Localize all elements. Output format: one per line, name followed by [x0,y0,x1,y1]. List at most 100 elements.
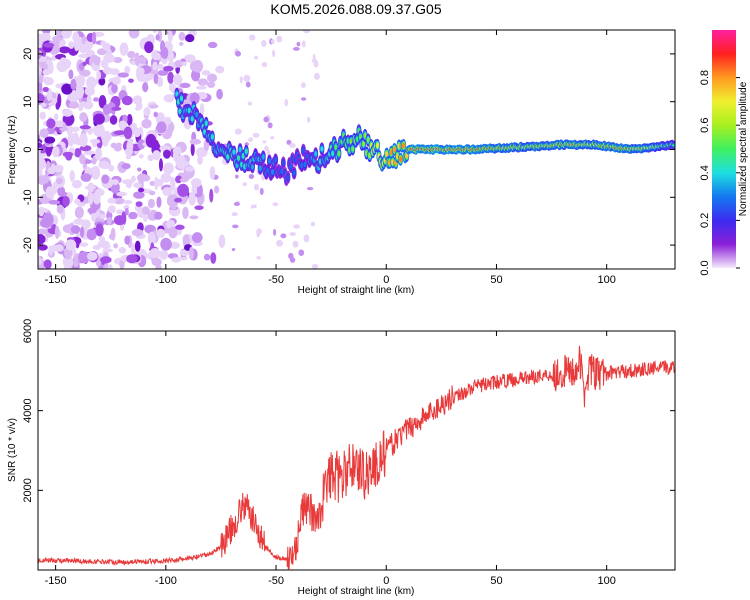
noise-blob [147,198,155,209]
noise-blob [128,211,138,220]
noise-blob [296,41,301,47]
noise-blob [184,54,196,63]
ridge-core [392,146,397,153]
noise-blob [135,67,145,76]
noise-blob [163,116,172,125]
noise-blob [79,101,88,108]
noise-blob [78,251,90,264]
noise-blob [247,101,253,106]
ridge-core [204,120,208,127]
noise-blob [262,140,267,144]
noise-blob [79,133,88,147]
noise-blob [151,52,161,61]
noise-blob [215,65,225,74]
noise-blob [144,41,154,54]
snr-y-tick-label: 6000 [22,319,34,343]
ridge-core [301,147,305,154]
ridge-core [274,157,278,163]
noise-blob [195,85,207,90]
noise-blob [100,40,107,47]
noise-blob [123,200,133,205]
ridge-core [289,163,293,170]
ridge-core [232,149,236,155]
ridge-core [314,150,318,157]
noise-blob [273,228,277,236]
noise-blob [91,31,97,45]
noise-blob [142,82,149,93]
noise-blob [71,180,83,189]
noise-blob [158,158,163,172]
noise-blob [169,241,181,249]
snr-y-axis-label: SNR (10 * v/v) [7,418,18,482]
noise-blob [168,226,178,239]
noise-blob [98,95,107,109]
noise-blob [302,40,306,48]
noise-blob [111,179,119,185]
noise-blob [89,138,101,144]
noise-blob [298,249,305,256]
noise-blob [86,251,98,261]
noise-blob [206,73,218,83]
ridge-core [398,156,403,163]
noise-blob [250,204,255,209]
noise-blob [261,40,267,47]
noise-blob [135,201,143,207]
noise-blob [69,170,75,182]
noise-blob [101,174,110,184]
noise-blob [206,81,216,88]
ridge-core [190,116,194,122]
noise-blob [151,257,162,267]
noise-blob [55,83,63,89]
noise-blob [133,127,142,138]
noise-blob [130,175,136,183]
noise-blob [209,188,214,203]
noise-blob [68,126,74,134]
noise-blob [157,63,164,70]
noise-blob [172,146,182,156]
ridge-core [178,108,182,115]
noise-blob [43,42,55,48]
noise-blob [65,239,77,251]
noise-blob [93,97,99,102]
colorbar-label: Normalized spectral amplitude [738,81,749,216]
noise-blob [93,191,101,205]
noise-blob [128,78,134,83]
colorbar-ticks: 0.0 0.2 0.4 0.6 0.8 [699,70,740,276]
noise-blob [54,113,59,121]
noise-blob [44,136,56,144]
noise-blob [51,223,56,230]
noise-blob [162,187,173,197]
noise-blob [207,41,218,49]
noise-blob [80,219,91,230]
ridge-core [672,144,675,147]
noise-blob [59,127,68,132]
noise-blob [313,72,320,80]
spectrogram-x-tick-label: 100 [597,274,615,286]
noise-blob [218,234,226,249]
noise-blob [38,66,42,75]
noise-blob [63,265,70,269]
noise-blob [175,175,183,184]
noise-blob [82,61,87,66]
noise-blob [284,98,289,107]
noise-blob [149,180,156,186]
noise-blob [209,166,216,180]
noise-blob [137,167,142,172]
noise-blob [152,30,158,33]
noise-blob [116,191,127,197]
noise-blob [232,224,239,229]
noise-blob [54,225,60,239]
noise-blob [56,177,63,185]
noise-blob [179,177,189,183]
colorbar-tick-label: 0.0 [699,260,711,275]
snr-x-tick-label: 50 [490,575,502,587]
noise-blob [266,149,271,156]
noise-blob [178,32,186,41]
noise-blob [108,233,115,240]
noise-blob [147,154,154,162]
noise-blob [248,173,255,180]
ridge-core [195,111,199,118]
spectrogram-signal-ridge [174,87,675,187]
noise-blob [167,71,174,84]
noise-blob [80,173,92,182]
